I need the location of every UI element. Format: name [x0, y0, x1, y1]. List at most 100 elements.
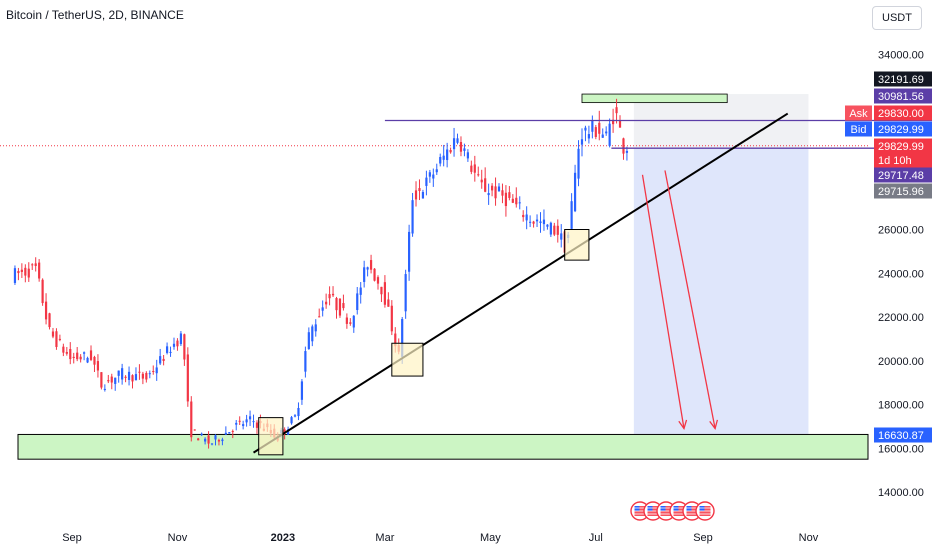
candle-body [224, 432, 227, 435]
forecast-arrow [664, 170, 716, 429]
price-label-value: 30981.56 [878, 91, 924, 103]
candle-body [283, 429, 286, 434]
candle-body [580, 139, 584, 145]
candle-body [124, 376, 127, 378]
candle-body [24, 267, 27, 276]
candle-body [55, 331, 58, 347]
candle-body [421, 192, 425, 199]
candle-body [404, 274, 407, 312]
highlight-box [564, 229, 590, 261]
candle-body [148, 373, 151, 375]
candle-body [162, 358, 165, 361]
price-label-value: 29830.00 [878, 108, 924, 120]
candle-body [62, 346, 65, 353]
candle-body [86, 357, 89, 363]
candle-body [439, 156, 442, 164]
candle-body [127, 371, 131, 380]
candle-body [141, 373, 144, 379]
candle-body [221, 439, 224, 442]
candle-body [618, 120, 622, 128]
price-labels: 32191.69 30981.56 29830.00 Ask 29829.99 Bid 29… [845, 71, 932, 443]
y-tick-label: 22000.00 [878, 312, 924, 324]
candle-body [359, 287, 362, 295]
candle-body [245, 419, 248, 423]
candle-body [103, 388, 106, 390]
candle-body [338, 298, 342, 316]
currency-button[interactable]: USDT [872, 6, 922, 30]
candle-body [293, 415, 297, 417]
candle-body [121, 368, 124, 380]
y-tick-label: 18000.00 [878, 400, 924, 412]
candle-body [107, 380, 110, 382]
price-label [874, 427, 932, 443]
candle-body [591, 120, 594, 132]
candle-body [587, 134, 591, 139]
candle-body [248, 416, 252, 420]
time-axis: Sep Nov 2023 Mar May Jul Sep Nov [62, 532, 819, 544]
candle-body [183, 334, 186, 360]
price-label [874, 183, 932, 199]
side-tag-label: Ask [849, 108, 868, 120]
candle-body [207, 435, 210, 444]
candle-body [380, 286, 383, 295]
candle-body [504, 192, 508, 207]
candle-body [608, 123, 611, 146]
candle-body [176, 340, 179, 347]
candle-body [449, 150, 452, 153]
candle-body [411, 200, 414, 234]
candle-body [165, 346, 169, 353]
candle-body [366, 267, 369, 270]
x-tick-label: Mar [375, 532, 394, 544]
candle-body [356, 293, 359, 311]
candle-body [134, 374, 138, 381]
candle-body [231, 431, 234, 433]
x-tick-label: Nov [168, 532, 188, 544]
candle-body [625, 150, 629, 153]
candle-body [159, 356, 162, 364]
candle-body [480, 179, 483, 183]
candle-body [605, 131, 608, 134]
side-tag [845, 105, 872, 121]
trendline [252, 112, 789, 454]
candle-body [155, 367, 158, 374]
event-flag-icon[interactable] [695, 501, 715, 521]
candle-body [335, 298, 338, 311]
candle-body [217, 440, 221, 442]
candle-body [553, 225, 556, 235]
candle-body [556, 225, 559, 235]
candle-body [501, 190, 504, 196]
candle-body [363, 267, 366, 282]
candle-body [584, 127, 587, 131]
y-tick-label: 26000.00 [878, 225, 924, 237]
candle-body [522, 214, 525, 218]
candle-body [532, 221, 535, 224]
candle-body [535, 219, 539, 222]
candle-body [89, 350, 93, 360]
candle-body [570, 201, 573, 229]
candle-body [518, 202, 521, 204]
flag-canton [647, 506, 653, 511]
candle-body [186, 354, 189, 402]
candle-body [311, 326, 314, 342]
candle-body [456, 138, 459, 143]
candle-body [594, 127, 597, 137]
candle-body [477, 174, 480, 176]
candle-body [383, 282, 387, 305]
price-label [874, 71, 932, 87]
flag-canton [634, 506, 640, 511]
candle-body [17, 271, 20, 274]
price-label-value: 29829.99 [878, 141, 924, 153]
candle-body [51, 331, 55, 337]
price-label [874, 105, 932, 121]
forecast-arrow [641, 174, 685, 429]
candle-body [549, 222, 552, 235]
candle-body [408, 231, 411, 272]
candle-body [152, 371, 155, 373]
candle-body [27, 268, 30, 278]
price-label-value: 16630.87 [878, 430, 924, 442]
forecast-arrow-head [678, 419, 688, 431]
candle-body [41, 279, 44, 304]
candle-body [452, 138, 456, 150]
candle-body [539, 221, 542, 223]
